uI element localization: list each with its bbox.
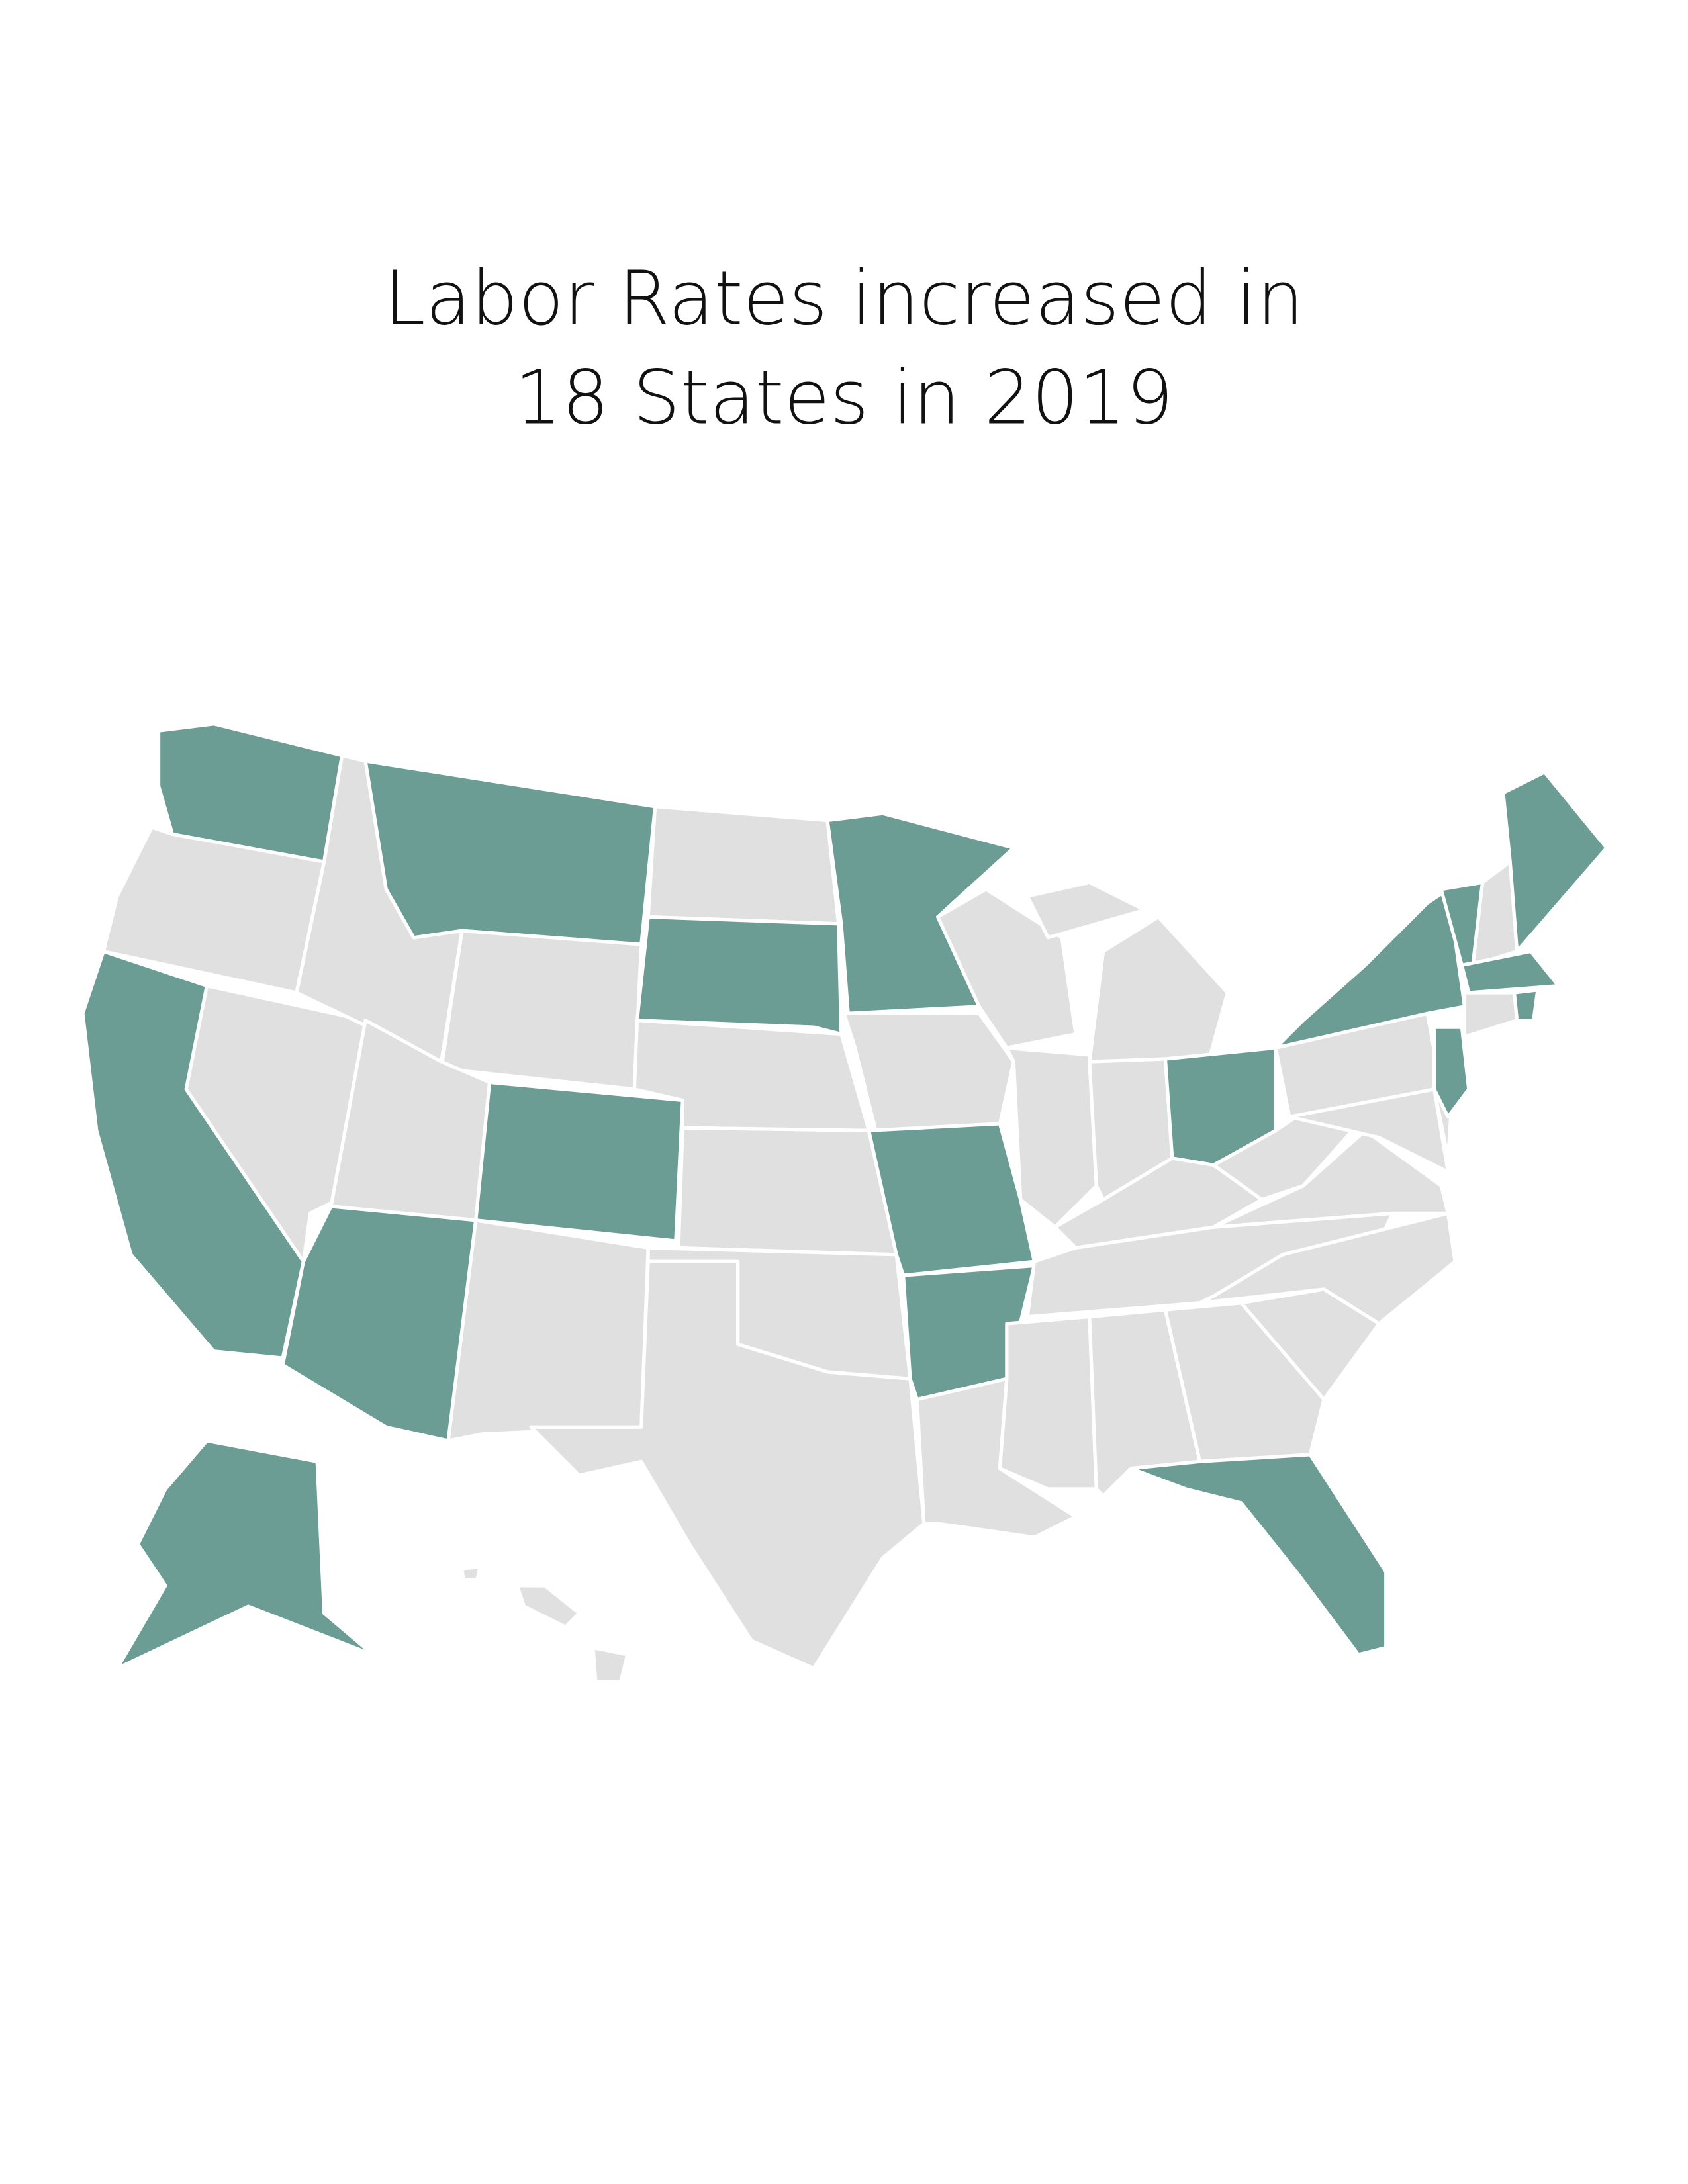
state-me — [1501, 770, 1609, 954]
us-map — [81, 722, 1609, 1691]
state-hi-islands — [515, 1584, 581, 1629]
state-ny — [1274, 887, 1467, 1050]
state-mi — [1088, 915, 1229, 1071]
state-fl — [1129, 1453, 1388, 1657]
state-wy — [440, 929, 643, 1091]
state-ia — [842, 1011, 1015, 1132]
state-ks — [677, 1126, 898, 1257]
state-mt — [363, 759, 657, 946]
state-ms — [998, 1314, 1098, 1491]
state-nj — [1432, 1025, 1471, 1119]
state-ga — [1163, 1301, 1326, 1463]
state-ma — [1460, 949, 1560, 995]
state-tx — [529, 1259, 926, 1670]
state-nm — [446, 1218, 650, 1443]
state-mi-up — [1025, 880, 1147, 940]
state-il — [1005, 1046, 1098, 1229]
state-wi — [936, 887, 1078, 1050]
state-az — [281, 1205, 478, 1443]
state-hi-west — [460, 1565, 482, 1582]
state-sd — [635, 915, 843, 1036]
state-hi — [591, 1645, 630, 1684]
state-ct — [1462, 991, 1519, 1039]
title-line: 18 States in 2019 — [514, 355, 1174, 441]
state-nd — [646, 805, 841, 926]
state-ri — [1512, 988, 1540, 1023]
state-nc — [1197, 1211, 1457, 1326]
state-ak — [115, 1439, 416, 1691]
state-co — [474, 1080, 684, 1243]
state-md — [1288, 1087, 1450, 1174]
title-line: Labor Rates increased in — [384, 255, 1304, 342]
